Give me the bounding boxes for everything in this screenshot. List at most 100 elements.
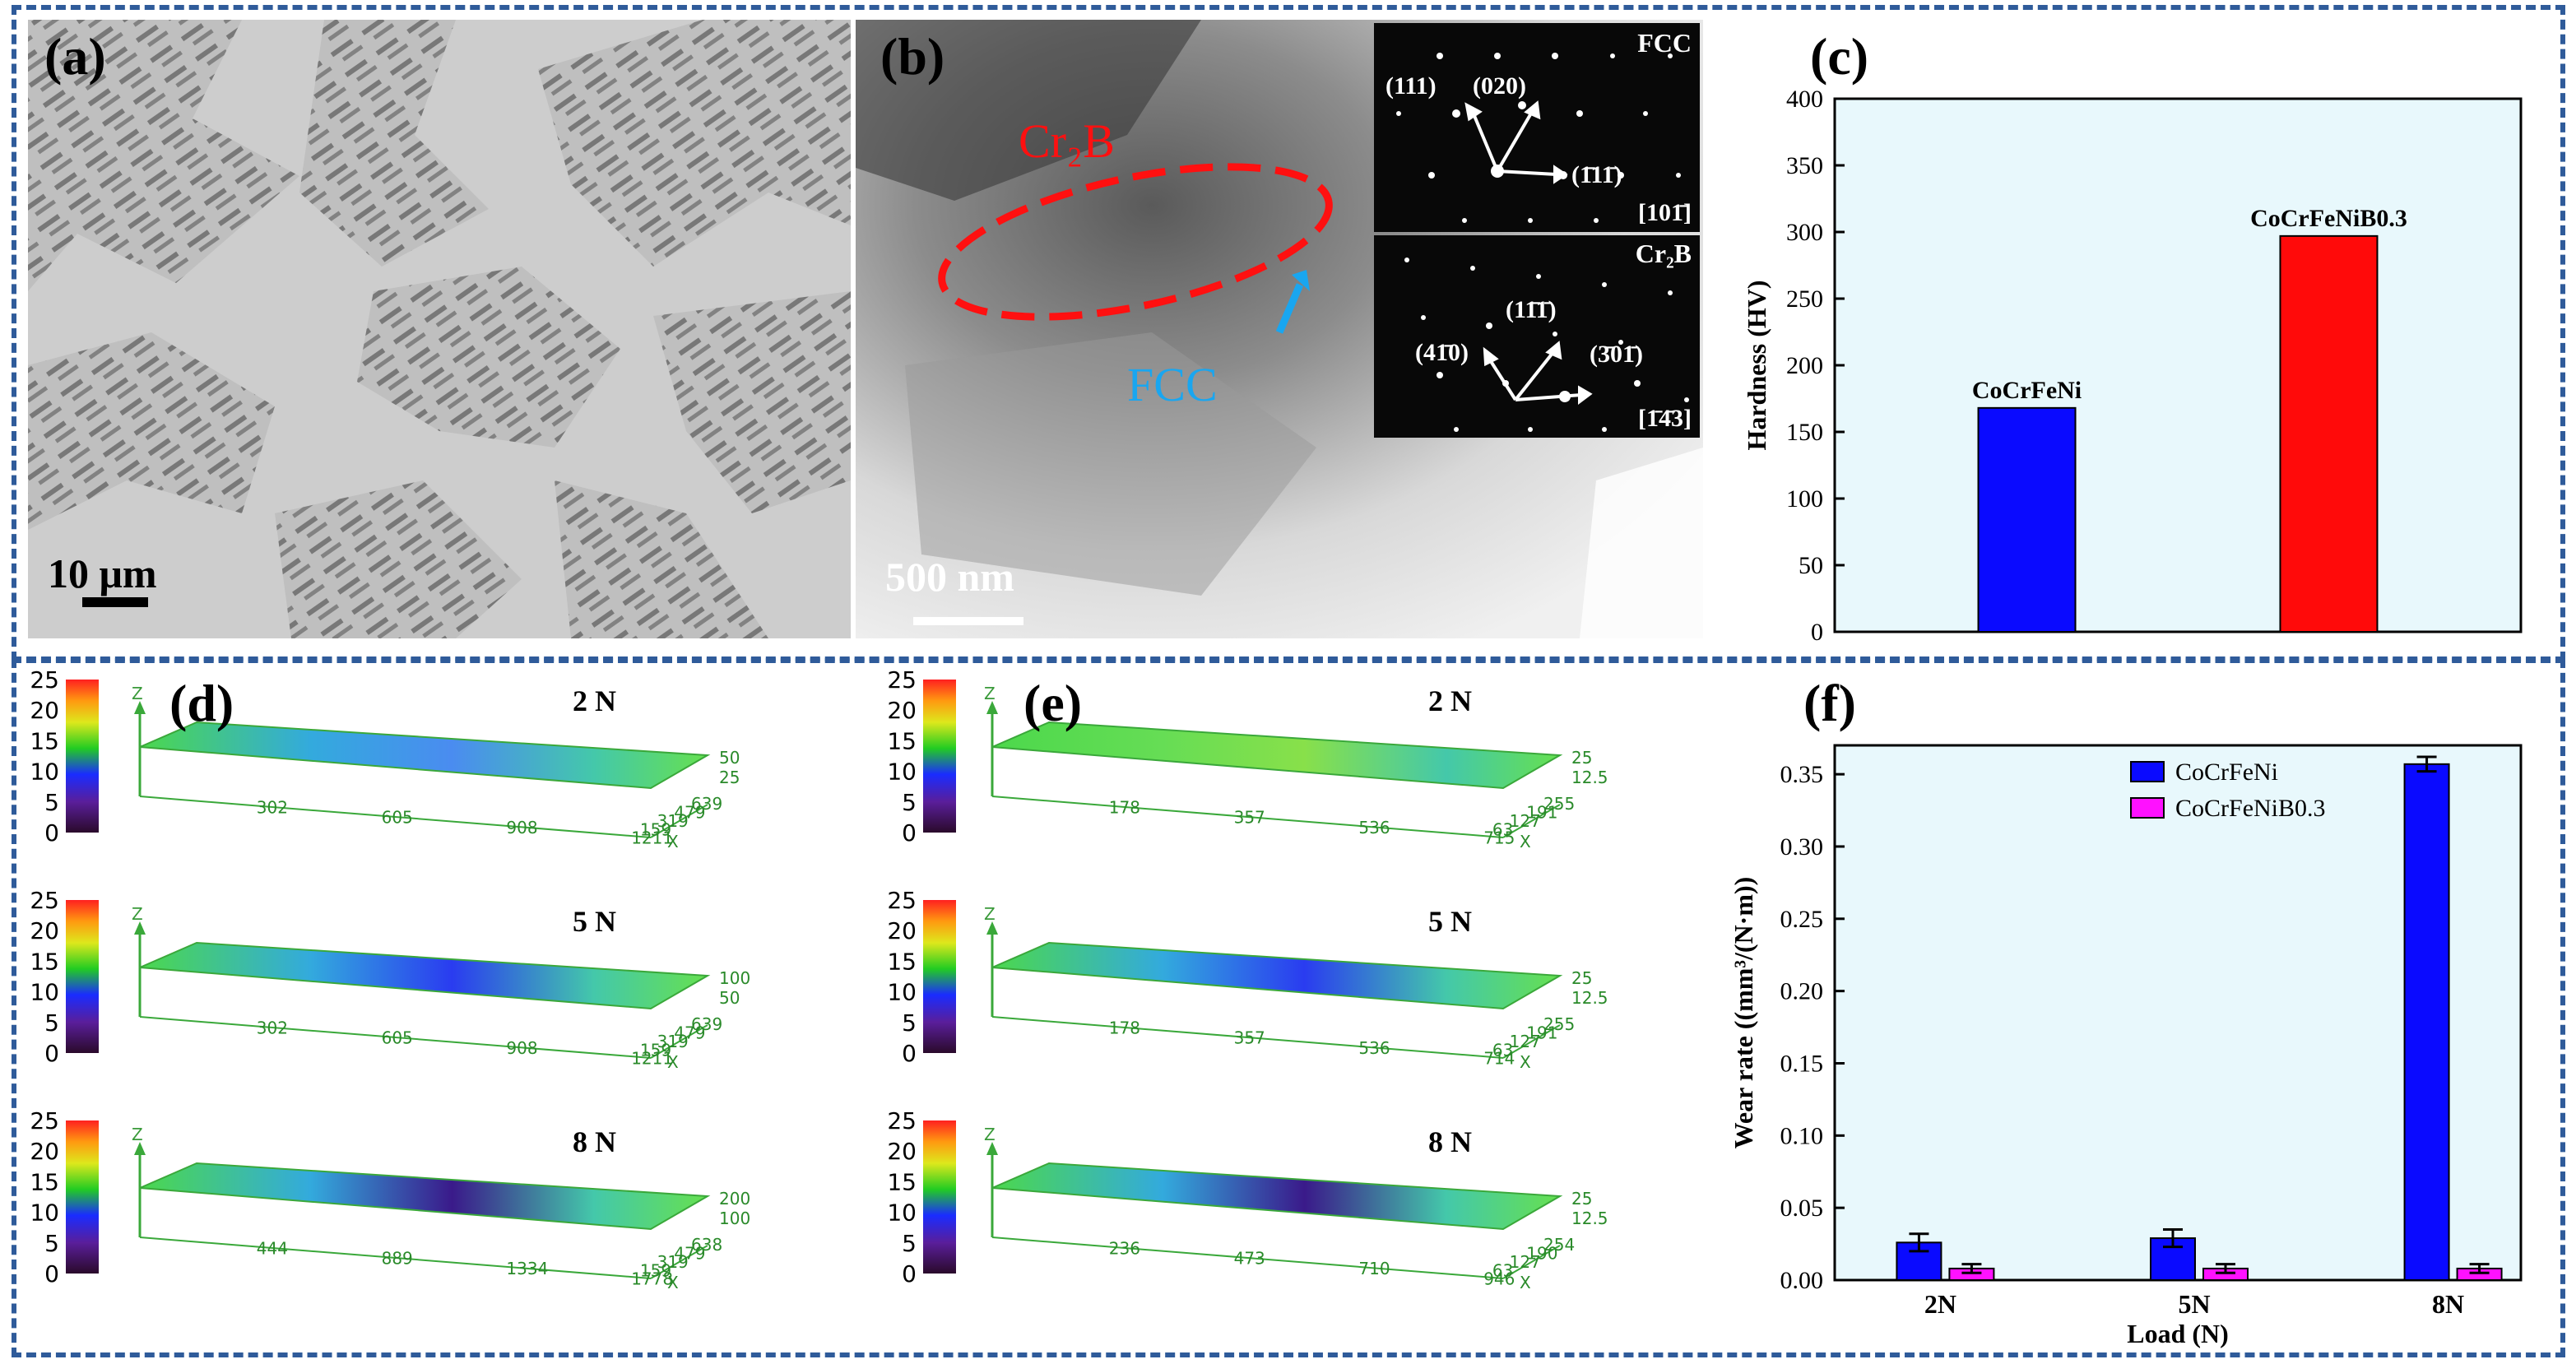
y-axis-title: Wear rate ((mm³/(N·m)) [1729, 877, 1758, 1149]
x-tick-label: 357 [1234, 1028, 1265, 1048]
sem-texture [28, 20, 851, 638]
y-tick-label: 350 [1786, 152, 1823, 179]
x-tick-label: 889 [382, 1249, 413, 1269]
x-tick-label: 605 [382, 1028, 413, 1048]
saed-fcc-spot-3: (1̄11̄) [1571, 161, 1622, 188]
y-tick-label: 255 [1543, 794, 1575, 814]
colorbar-tick: 25 [30, 887, 59, 914]
side-tick-label: 25 [1571, 968, 1592, 988]
colorbar-tick: 25 [30, 1107, 59, 1134]
x-axis-name: X [667, 832, 679, 851]
y-tick-label: 254 [1543, 1235, 1575, 1255]
z-axis-arrow [134, 701, 146, 714]
legend-swatch [2130, 761, 2165, 782]
x-tick-label: 357 [1234, 808, 1265, 828]
colorbar-tick: 15 [887, 1168, 917, 1195]
colorbar-tick: 20 [30, 697, 59, 724]
side-tick-label: 12.5 [1571, 1209, 1608, 1228]
y-tick-label: 300 [1786, 219, 1823, 246]
z-axis-label: Z [132, 1125, 143, 1144]
panel-a-sem-image: (a) 10 μm [28, 20, 851, 638]
saed-cr2b-spot-2: (11̄1̄) [1506, 296, 1557, 323]
x-tick-label: 8N [2432, 1289, 2464, 1319]
fcc-arrow-label: FCC [1127, 358, 1218, 411]
y-tick-label: 0.10 [1780, 1122, 1824, 1149]
x-axis-name: X [667, 1052, 679, 1072]
y-tick-label: 159 [640, 820, 671, 840]
y-tick-label: 63 [1492, 1041, 1513, 1060]
colorbar-tick: 10 [887, 759, 917, 786]
y-tick-label: 479 [674, 803, 705, 823]
bar-label: CoCrFeNiB0.3 [2250, 205, 2407, 232]
panel-b-label: (b) [880, 27, 945, 86]
y-tick-label: 479 [674, 1244, 705, 1264]
y-axis [650, 804, 708, 838]
panel-e-label: (e) [1023, 674, 1083, 732]
colorbar-tick: 10 [887, 1199, 917, 1227]
colorbar-tick: 0 [44, 1260, 59, 1287]
y-tick-label: 319 [657, 811, 689, 831]
side-tick-label: 50 [719, 988, 740, 1008]
colorbar [66, 680, 99, 833]
side-tick-label: 200 [719, 1189, 750, 1209]
x-tick-label: 710 [1358, 1259, 1390, 1278]
y-tick-label: 127 [1510, 1032, 1541, 1051]
z-axis-arrow [986, 701, 998, 714]
y-tick-label: 479 [674, 1023, 705, 1043]
wear-surface [139, 721, 711, 790]
x-axis-name: X [667, 1273, 679, 1292]
y-tick-label: 0.20 [1780, 978, 1824, 1005]
colorbar-tick: 5 [44, 789, 59, 816]
z-axis-arrow [986, 921, 998, 935]
colorbar-tick: 5 [44, 1230, 59, 1257]
colorbar-tick: 15 [30, 948, 59, 975]
panel-b-scale-label: 500 nm [885, 554, 1014, 600]
x-tick-label: 714 [1483, 1048, 1515, 1068]
colorbar-tick: 10 [887, 979, 917, 1006]
y-tick-label: 400 [1786, 86, 1823, 113]
colorbar-tick: 20 [887, 917, 917, 944]
y-tick-label: 639 [691, 794, 722, 814]
load-label: 5 N [1428, 905, 1472, 938]
colorbar-tick: 10 [30, 759, 59, 786]
y-tick-label: 50 [1799, 552, 1823, 579]
saed-cr2b-title: Cr₂B [1635, 239, 1692, 268]
x-axis-name: X [1520, 832, 1531, 851]
x-tick-label: 444 [257, 1238, 288, 1258]
side-tick-label: 50 [719, 748, 740, 768]
panel-b-tem-image: (b) Cr₂B FCC 500 nm FCC (111) (020) (1̄1… [856, 20, 1703, 638]
load-label: 8 N [573, 1125, 616, 1158]
y-tick-label: 0 [1811, 619, 1823, 646]
y-axis [650, 1245, 708, 1279]
x-tick-label: 178 [1109, 797, 1140, 817]
y-tick-label: 159 [640, 1041, 671, 1060]
z-axis-label: Z [132, 904, 143, 924]
side-tick-label: 100 [719, 1209, 750, 1228]
z-axis-label: Z [132, 684, 143, 703]
x-tick-label: 536 [1358, 818, 1390, 837]
x-axis-name: X [1520, 1052, 1531, 1072]
panel-c-hardness-chart: 0 50 100 150 200 250 300 350 400 Hardness (HV) CoC… [1711, 20, 2554, 653]
y-axis [1502, 1024, 1561, 1059]
y-tick-label: 638 [691, 1235, 722, 1255]
bottom-row-frame [12, 658, 2565, 1357]
y-tick-label: 63 [1492, 1261, 1513, 1281]
side-tick-label: 25 [1571, 748, 1592, 768]
panel-a-label: (a) [44, 27, 106, 86]
saed-cr2b-zone: [1̄4̄3] [1638, 405, 1692, 432]
y-tick-label: 319 [657, 1032, 689, 1051]
colorbar-tick: 0 [902, 819, 917, 847]
saed-fcc-spot-1: (111) [1385, 72, 1437, 100]
side-tick-label: 12.5 [1571, 768, 1608, 787]
load-label: 5 N [573, 905, 616, 938]
wear-surface [139, 941, 711, 1010]
saed-fcc-spot-2: (020) [1473, 72, 1526, 100]
x-axis [139, 796, 652, 838]
x-tick-label: 302 [257, 1018, 288, 1037]
x-tick-label: 178 [1109, 1018, 1140, 1037]
legend-swatch [2130, 797, 2165, 819]
colorbar-tick: 25 [887, 1107, 917, 1134]
colorbar-tick: 0 [902, 1040, 917, 1067]
colorbar [923, 1120, 956, 1274]
load-label: 2 N [573, 684, 616, 717]
